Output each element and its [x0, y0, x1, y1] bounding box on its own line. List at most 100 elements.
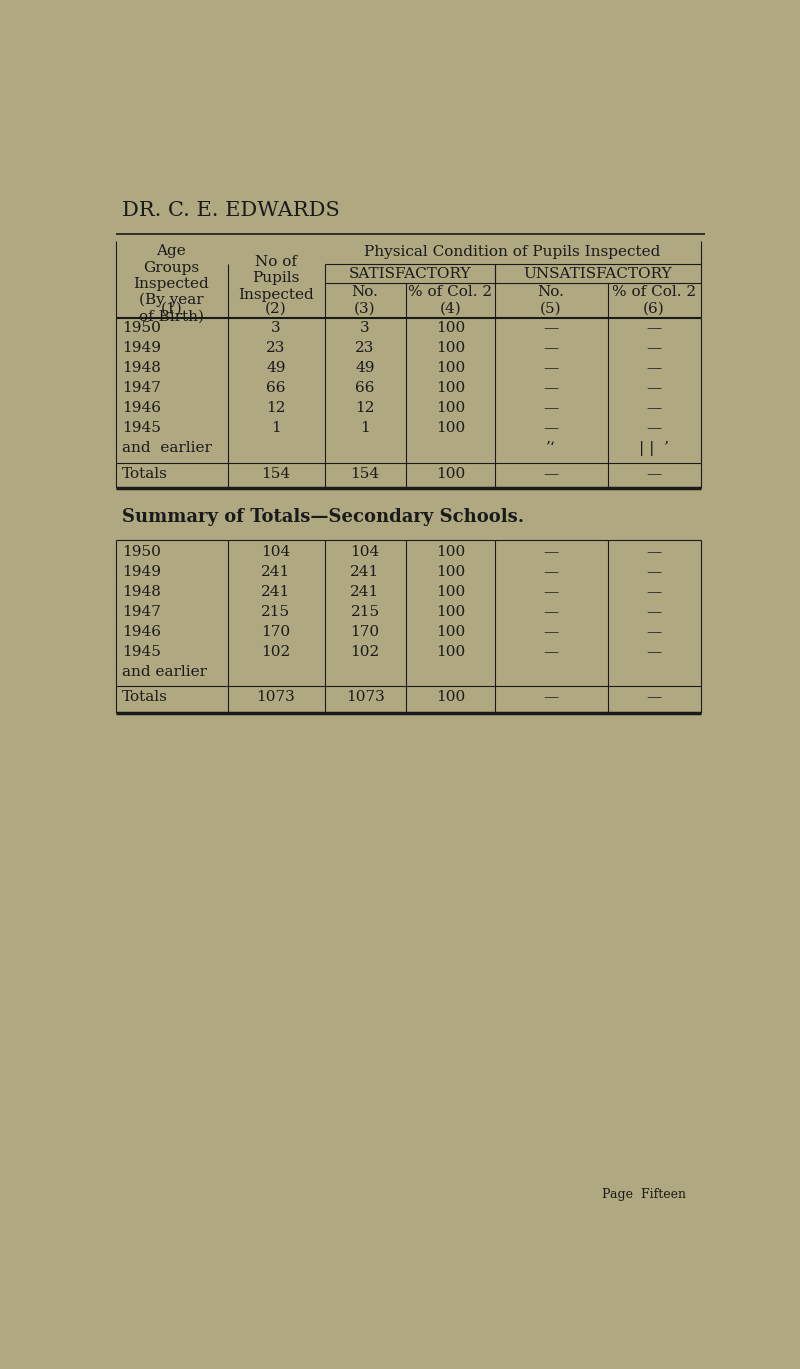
Text: —: — [543, 382, 558, 396]
Text: —: — [543, 564, 558, 579]
Text: (3): (3) [354, 303, 376, 316]
Text: 49: 49 [266, 361, 286, 375]
Text: 104: 104 [350, 545, 380, 559]
Text: 23: 23 [266, 341, 286, 356]
Text: 66: 66 [355, 382, 374, 396]
Text: and earlier: and earlier [122, 665, 206, 679]
Text: 1950: 1950 [122, 545, 161, 559]
Text: 1073: 1073 [257, 690, 295, 704]
Text: —: — [543, 585, 558, 598]
Text: 1945: 1945 [122, 422, 161, 435]
Text: —: — [646, 322, 662, 335]
Text: 102: 102 [262, 645, 290, 658]
Text: No.: No. [352, 285, 378, 300]
Text: 1947: 1947 [122, 382, 161, 396]
Text: —: — [646, 422, 662, 435]
Text: 100: 100 [436, 467, 465, 481]
Text: 1945: 1945 [122, 645, 161, 658]
Text: Page  Fifteen: Page Fifteen [602, 1188, 686, 1202]
Text: —: — [646, 624, 662, 639]
Text: 49: 49 [355, 361, 374, 375]
Text: 66: 66 [266, 382, 286, 396]
Text: 1949: 1949 [122, 564, 161, 579]
Text: —: — [543, 422, 558, 435]
Text: | |  ’: | | ’ [639, 441, 669, 456]
Text: (2): (2) [265, 303, 287, 316]
Text: 100: 100 [436, 545, 465, 559]
Text: 100: 100 [436, 585, 465, 598]
Text: SATISFACTORY: SATISFACTORY [349, 267, 471, 281]
Text: 1948: 1948 [122, 361, 161, 375]
Text: —: — [646, 690, 662, 704]
Text: (6): (6) [643, 303, 665, 316]
Text: Totals: Totals [122, 467, 167, 481]
Text: 100: 100 [436, 341, 465, 356]
Text: —: — [646, 545, 662, 559]
Text: —: — [543, 624, 558, 639]
Text: 170: 170 [350, 624, 380, 639]
Text: —: — [543, 605, 558, 619]
Text: Age
Groups
Inspected
(By year
of Birth): Age Groups Inspected (By year of Birth) [134, 244, 209, 323]
Text: Totals: Totals [122, 690, 167, 704]
Text: —: — [543, 322, 558, 335]
Text: 100: 100 [436, 422, 465, 435]
Text: 1949: 1949 [122, 341, 161, 356]
Text: Summary of Totals—Secondary Schools.: Summary of Totals—Secondary Schools. [122, 508, 524, 526]
Text: 100: 100 [436, 322, 465, 335]
Text: 1946: 1946 [122, 624, 161, 639]
Text: 100: 100 [436, 564, 465, 579]
Text: 1: 1 [360, 422, 370, 435]
Text: —: — [646, 605, 662, 619]
Text: and  earlier: and earlier [122, 441, 211, 456]
Text: 3: 3 [360, 322, 370, 335]
Text: 23: 23 [355, 341, 374, 356]
Text: 170: 170 [262, 624, 290, 639]
Text: 215: 215 [350, 605, 380, 619]
Text: —: — [646, 585, 662, 598]
Text: 3: 3 [271, 322, 281, 335]
Text: 241: 241 [262, 585, 290, 598]
Text: 100: 100 [436, 382, 465, 396]
Text: No of
Pupils
Inspected: No of Pupils Inspected [238, 255, 314, 301]
Text: 241: 241 [350, 564, 380, 579]
Text: —: — [543, 645, 558, 658]
Text: 100: 100 [436, 605, 465, 619]
Text: —: — [646, 467, 662, 481]
Text: (5): (5) [540, 303, 562, 316]
Text: 1948: 1948 [122, 585, 161, 598]
Text: 100: 100 [436, 361, 465, 375]
Text: —: — [646, 645, 662, 658]
Text: —: — [646, 341, 662, 356]
Text: UNSATISFACTORY: UNSATISFACTORY [524, 267, 672, 281]
Text: 102: 102 [350, 645, 380, 658]
Text: 12: 12 [266, 401, 286, 415]
Text: 241: 241 [350, 585, 380, 598]
Text: DR. C. E. EDWARDS: DR. C. E. EDWARDS [122, 201, 339, 220]
Text: —: — [543, 690, 558, 704]
Text: Physical Condition of Pupils Inspected: Physical Condition of Pupils Inspected [365, 245, 661, 259]
Text: ’‘: ’‘ [546, 441, 556, 456]
Text: —: — [646, 564, 662, 579]
Text: —: — [646, 361, 662, 375]
Text: —: — [646, 382, 662, 396]
Text: 100: 100 [436, 624, 465, 639]
Text: —: — [646, 401, 662, 415]
Text: 1: 1 [271, 422, 281, 435]
Text: 100: 100 [436, 401, 465, 415]
Text: —: — [543, 341, 558, 356]
Text: 100: 100 [436, 645, 465, 658]
Text: 1946: 1946 [122, 401, 161, 415]
Text: 1947: 1947 [122, 605, 161, 619]
Text: 100: 100 [436, 690, 465, 704]
Text: % of Col. 2: % of Col. 2 [408, 285, 492, 300]
Text: % of Col. 2: % of Col. 2 [612, 285, 696, 300]
Text: —: — [543, 361, 558, 375]
Text: (4): (4) [439, 303, 461, 316]
Text: 154: 154 [262, 467, 290, 481]
Text: (1): (1) [161, 303, 182, 316]
Text: 215: 215 [262, 605, 290, 619]
Text: —: — [543, 401, 558, 415]
Text: 241: 241 [262, 564, 290, 579]
Text: —: — [543, 467, 558, 481]
Text: No.: No. [538, 285, 565, 300]
